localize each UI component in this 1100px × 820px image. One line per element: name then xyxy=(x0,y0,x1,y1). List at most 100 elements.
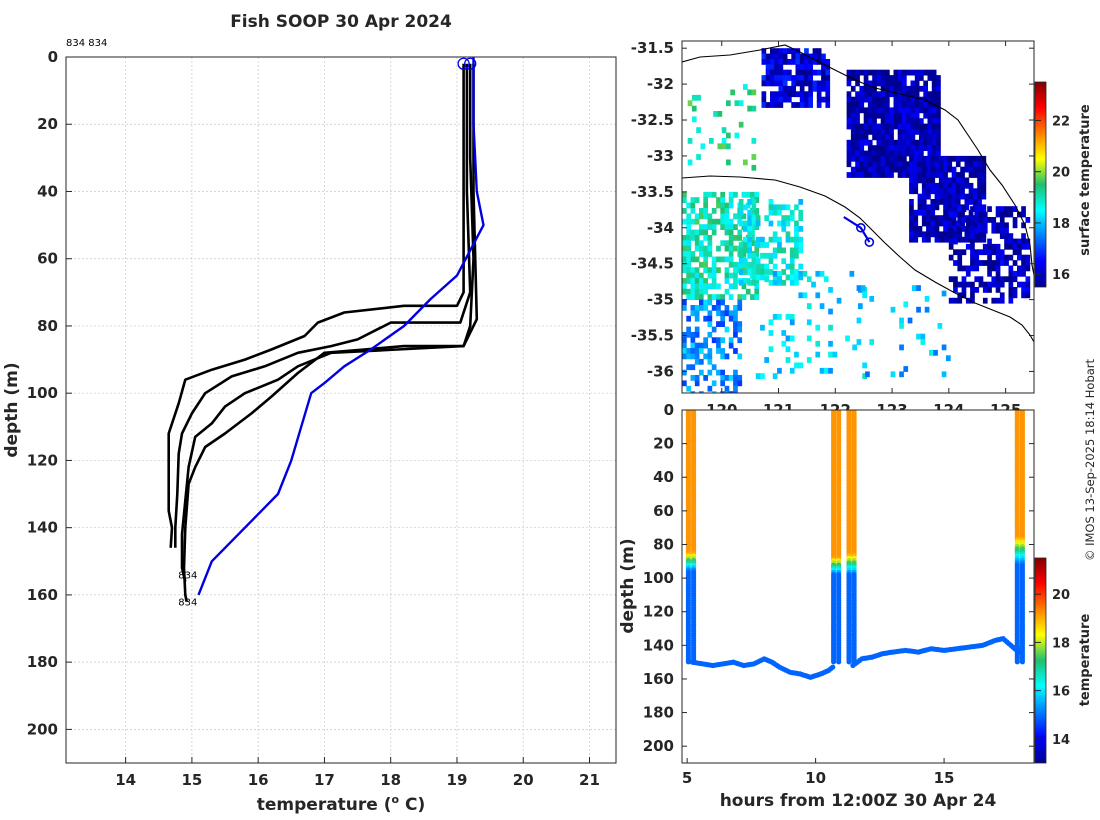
sst-pixel xyxy=(948,233,954,239)
sst-pixel xyxy=(821,80,826,87)
profile-y-label: depth (m) xyxy=(2,362,22,457)
sst-pixel xyxy=(910,80,916,87)
sst-pixel xyxy=(720,299,725,306)
sst-pixel xyxy=(768,199,774,205)
sst-pixel xyxy=(720,310,725,317)
sst-pixel xyxy=(897,123,903,130)
sst-pixel xyxy=(707,235,713,241)
sst-pixel xyxy=(686,251,691,257)
sst-pixel xyxy=(747,105,752,112)
sst-pixel xyxy=(682,251,687,257)
sst-pixel xyxy=(859,102,865,108)
sst-pixel xyxy=(707,321,713,327)
sst-patch xyxy=(761,48,831,108)
sst-pixel xyxy=(687,159,693,166)
sst-pixel xyxy=(798,199,804,205)
sst-pixel xyxy=(955,172,961,178)
map-y-tick-label: -35 xyxy=(647,291,674,309)
sst-pixel xyxy=(968,209,974,216)
sst-pixel xyxy=(977,236,982,243)
sst-pixel xyxy=(876,145,882,151)
sst-pixel xyxy=(724,245,730,252)
sst-pixel xyxy=(909,215,914,221)
sst-pixel xyxy=(999,292,1005,299)
sst-pixel xyxy=(726,132,731,139)
sst-pixel xyxy=(931,107,937,114)
sst-pixel xyxy=(707,369,713,376)
sst-pixel xyxy=(755,274,761,281)
sst-pixel xyxy=(687,100,693,107)
sst-pixel xyxy=(728,224,734,230)
sst-pixel xyxy=(987,249,992,256)
sst-pixel xyxy=(711,191,717,198)
sst-pixel xyxy=(880,150,886,157)
sst-pixel xyxy=(876,107,882,114)
sst-pixel xyxy=(816,53,822,60)
sst-pixel xyxy=(1004,222,1009,229)
sst-pixel xyxy=(825,91,831,98)
sst-pixel xyxy=(816,69,822,76)
sst-pixel xyxy=(934,161,940,168)
sst-pixel xyxy=(781,279,787,286)
sst-pixel xyxy=(798,274,804,281)
depth-point xyxy=(830,664,836,670)
sst-pixel xyxy=(1017,249,1022,256)
sst-pixel xyxy=(1017,265,1022,272)
sst-pixel xyxy=(893,123,899,130)
sst-pixel xyxy=(970,243,975,250)
sst-pixel xyxy=(923,96,928,103)
sst-pixel xyxy=(778,53,784,60)
sst-pixel xyxy=(974,249,980,256)
sst-pixel xyxy=(711,364,717,371)
sst-pixel xyxy=(724,267,730,274)
sst-pixel xyxy=(699,261,704,268)
sst-pixel xyxy=(970,227,975,234)
sst-pixel xyxy=(981,193,987,200)
sst-pixel xyxy=(872,85,877,92)
sst-pixel xyxy=(995,211,1001,218)
sst-pixel xyxy=(872,123,877,130)
sst-patch xyxy=(755,270,867,379)
sst-pixel xyxy=(999,217,1005,223)
sst-pixel xyxy=(686,240,691,247)
sst-pixel xyxy=(981,166,987,173)
sst-pixel xyxy=(743,269,748,275)
sst-pixel xyxy=(699,283,704,290)
sst-pixel xyxy=(885,139,890,146)
sst-pixel xyxy=(964,182,970,189)
sst-pixel xyxy=(855,80,860,87)
sst-pixel xyxy=(724,224,730,230)
sst-pixel xyxy=(876,112,882,119)
sst-pixel xyxy=(1021,270,1026,277)
sst-pixel xyxy=(863,85,869,92)
sst-pixel xyxy=(872,80,877,87)
sst-pixel xyxy=(850,96,856,103)
sst-pixel xyxy=(716,294,721,300)
sst-pixel xyxy=(737,375,743,381)
sst-pixel xyxy=(927,112,933,119)
sst-pixel xyxy=(856,339,862,345)
sst-pixel xyxy=(919,69,924,76)
sst-pixel xyxy=(686,213,691,220)
sst-pixel xyxy=(690,283,696,290)
sst-pixel xyxy=(1012,249,1018,256)
profile-x-tick-label: 18 xyxy=(380,771,401,789)
sst-pixel xyxy=(711,391,717,393)
profile-grid xyxy=(66,56,616,763)
sst-pixel xyxy=(791,59,796,65)
sst-pixel xyxy=(770,69,775,76)
sst-pixel xyxy=(733,321,738,327)
sst-pixel xyxy=(880,166,886,173)
sst-pixel xyxy=(973,155,978,162)
sst-pixel xyxy=(821,96,826,103)
sst-pixel xyxy=(903,301,909,308)
sst-pixel xyxy=(995,287,1001,293)
sst-pixel xyxy=(846,155,852,162)
sst-pixel xyxy=(893,102,899,108)
sst-pixel xyxy=(720,213,725,220)
sst-pixel xyxy=(764,242,769,248)
sst-pixel xyxy=(951,172,957,178)
sst-pixel xyxy=(889,155,894,162)
sst-pixel xyxy=(699,294,704,300)
